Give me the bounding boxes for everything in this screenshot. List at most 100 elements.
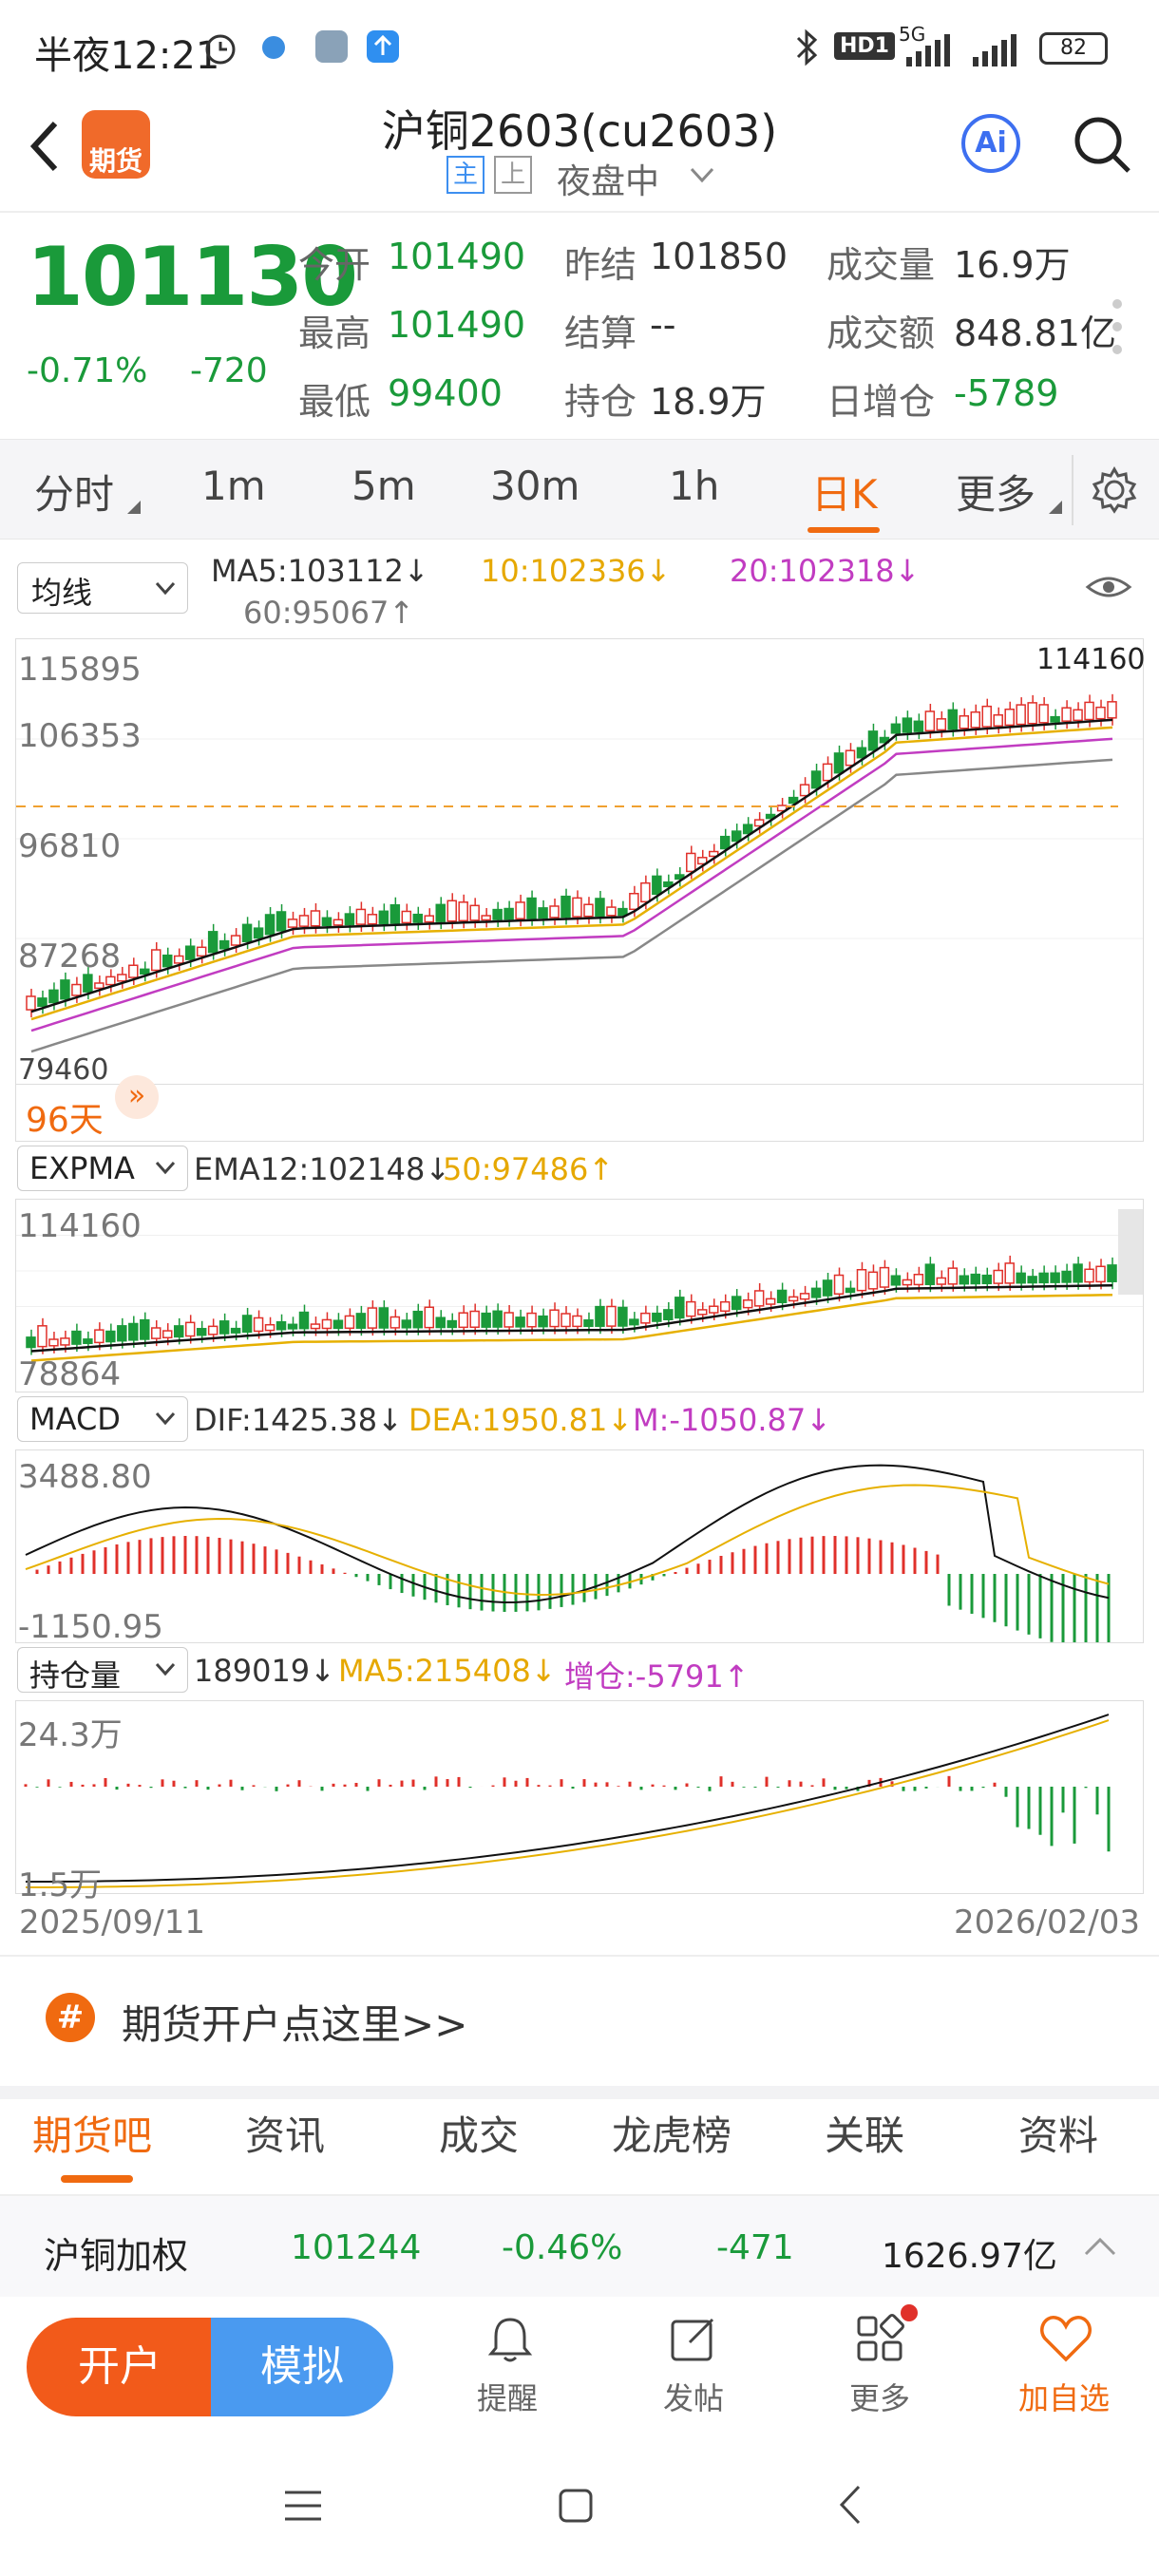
tab-30m[interactable]: 30m <box>490 463 580 509</box>
amount-value: 848.81亿 <box>954 313 1116 354</box>
candle-body <box>60 1337 70 1346</box>
search-icon[interactable] <box>1072 114 1134 177</box>
candle-body <box>913 1273 924 1286</box>
last-price: 101130 <box>27 230 358 325</box>
open-account-button[interactable]: 开户 <box>27 2318 213 2416</box>
candle-body <box>640 1312 651 1324</box>
eye-icon[interactable] <box>1085 570 1132 604</box>
active-tab-indicator <box>808 527 880 533</box>
futures-logo: 期货 <box>82 110 150 179</box>
clock: 半夜12:21 <box>34 34 220 78</box>
tab-leaderboard[interactable]: 龙虎榜 <box>612 2112 732 2159</box>
candle-body <box>504 1312 514 1328</box>
tab-timeshare[interactable]: 分时 <box>34 471 115 518</box>
macd-y-top: 3488.80 <box>18 1458 152 1496</box>
candle-body <box>719 1300 731 1313</box>
tab-related[interactable]: 关联 <box>825 2112 905 2159</box>
expma-chart[interactable]: 114160 78864 <box>15 1199 1144 1393</box>
remind-label[interactable]: 提醒 <box>477 2380 539 2416</box>
more-vertical-icon[interactable] <box>1110 296 1125 357</box>
candle-body <box>742 824 753 835</box>
candle-body <box>663 881 674 888</box>
main-kline-chart[interactable]: 115895 106353 96810 87268 79460 114160 <box>15 638 1146 1087</box>
oi-line <box>25 1714 1110 1883</box>
corner-triangle-icon <box>1049 501 1062 514</box>
post-label[interactable]: 发帖 <box>663 2380 725 2416</box>
tab-daily-k[interactable]: 日K <box>811 471 878 518</box>
candle-body <box>276 1320 287 1331</box>
candle-body <box>924 710 936 732</box>
candle-body <box>674 874 685 881</box>
network-label: 5G <box>899 23 926 46</box>
tab-1h[interactable]: 1h <box>669 463 720 509</box>
candle-body <box>753 1290 765 1307</box>
candle-body <box>26 995 36 1011</box>
grid-more-icon[interactable] <box>855 2314 908 2365</box>
macd-select[interactable]: MACD <box>17 1396 188 1442</box>
tab-futures-forum[interactable]: 期货吧 <box>32 2112 153 2159</box>
candle-body <box>572 1315 582 1328</box>
tab-trades[interactable]: 成交 <box>439 2112 520 2159</box>
candle-body <box>492 1310 503 1328</box>
candle-body <box>424 1306 435 1329</box>
macd-chart[interactable]: 3488.80 -1150.95 <box>15 1449 1144 1646</box>
more-label[interactable]: 更多 <box>849 2380 911 2416</box>
heart-icon[interactable] <box>1039 2314 1092 2363</box>
candle-body <box>310 1323 321 1330</box>
candle-body <box>446 1319 457 1329</box>
home-icon[interactable] <box>557 2487 595 2525</box>
compose-icon[interactable] <box>669 2314 720 2365</box>
menu-icon[interactable] <box>281 2487 325 2525</box>
oi-select[interactable]: 持仓量 <box>17 1647 188 1694</box>
candle-body <box>674 1297 685 1319</box>
prev-settle-value: 101850 <box>650 236 788 277</box>
candle-body <box>981 1274 992 1285</box>
y-label-3: 96810 <box>18 827 122 865</box>
expand-arrows-button[interactable]: » <box>115 1075 159 1119</box>
candle-body <box>332 1319 344 1330</box>
bell-icon[interactable] <box>486 2314 534 2365</box>
settle-label: 结算 <box>564 313 637 354</box>
system-back-icon[interactable] <box>836 2483 864 2527</box>
candle-body <box>822 763 833 782</box>
account-promo-row[interactable]: # 期货开户点这里>> <box>0 1976 1159 2067</box>
candle-body <box>663 1309 674 1321</box>
ma5-label: MA5:103112↓ <box>211 553 429 589</box>
watchlist-label[interactable]: 加自选 <box>1018 2380 1111 2416</box>
ma-select-label: 均线 <box>31 575 93 611</box>
chevron-down-icon <box>155 1411 176 1426</box>
bottom-tab-indicator <box>61 2175 133 2183</box>
settings-gear-icon[interactable] <box>1091 466 1138 514</box>
chevron-down-icon <box>155 581 176 596</box>
candle-body <box>697 1309 708 1316</box>
ai-label: Ai <box>975 126 1007 160</box>
macd-dea-label: DEA:1950.81↓ <box>408 1402 634 1438</box>
candle-body <box>993 1269 1003 1284</box>
tab-1m[interactable]: 1m <box>201 463 266 509</box>
simulate-button[interactable]: 模拟 <box>211 2318 393 2416</box>
scroll-handle[interactable] <box>1118 1209 1143 1295</box>
tab-news[interactable]: 资讯 <box>245 2112 326 2159</box>
candle-body <box>583 1319 594 1328</box>
candle-body <box>253 1316 264 1333</box>
volume-value: 16.9万 <box>954 244 1071 286</box>
tab-5m[interactable]: 5m <box>352 463 416 509</box>
chevron-up-icon[interactable] <box>1083 2236 1117 2257</box>
candle-body <box>218 1320 230 1335</box>
open-interest-chart[interactable]: 24.3万 1.5万 <box>15 1700 1144 1904</box>
tab-profile[interactable]: 资料 <box>1018 2112 1099 2159</box>
tab-more[interactable]: 更多 <box>956 471 1036 518</box>
oi-value-label: 189019↓ <box>194 1653 335 1689</box>
candle-body <box>1061 1270 1072 1283</box>
oi-ma5-label: MA5:215408↓ <box>338 1653 557 1689</box>
ai-assistant-button[interactable]: Ai <box>961 114 1020 173</box>
candle-body <box>162 1330 173 1339</box>
expma-select[interactable]: EXPMA <box>17 1146 188 1191</box>
candle-body <box>697 857 708 865</box>
weighted-index-row[interactable]: 沪铜加权 101244 -0.46% -471 1626.97亿 <box>0 2196 1159 2297</box>
y-label-low: 79460 <box>18 1053 109 1087</box>
ma-select[interactable]: 均线 <box>17 562 188 614</box>
candle-body <box>401 910 412 924</box>
back-arrow-icon[interactable] <box>25 118 63 175</box>
candle-body <box>890 723 902 734</box>
